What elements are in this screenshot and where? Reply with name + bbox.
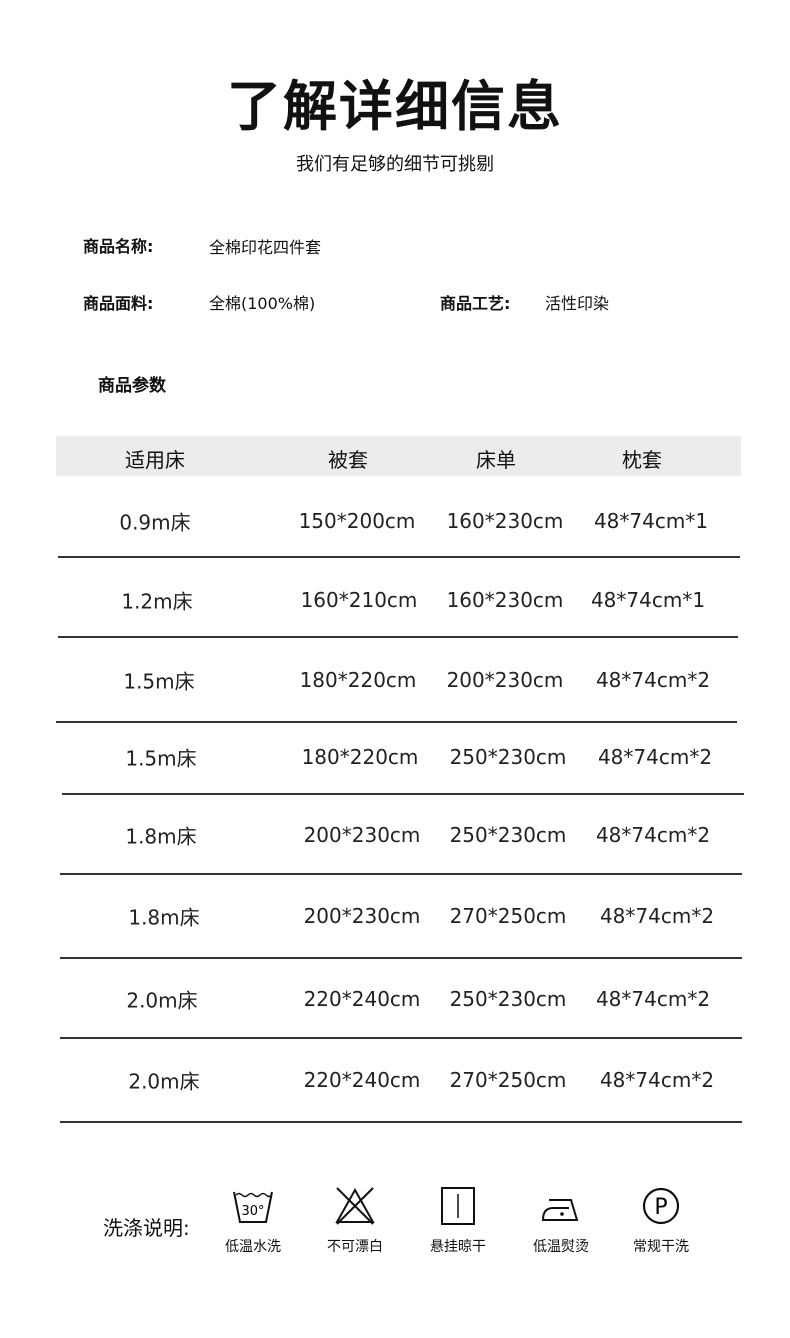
table-cell: 180*220cm: [301, 745, 419, 769]
table-cell: 250*230cm: [449, 823, 567, 847]
table-cell: 0.9m床: [119, 510, 191, 535]
table-cell: 220*240cm: [303, 1068, 421, 1092]
wash-text: 低温熨烫: [533, 1239, 589, 1255]
table-cell: 270*250cm: [449, 904, 567, 928]
hang-dry-icon: [441, 1187, 475, 1225]
header-pillowcase: 枕套: [622, 448, 662, 472]
row-divider: [60, 957, 742, 959]
table-header: [56, 436, 741, 476]
table-cell: 2.0m床: [126, 988, 198, 1013]
header-sheet: 床单: [476, 448, 516, 472]
table-cell: 1.5m床: [125, 746, 197, 771]
table-cell: 160*230cm: [446, 509, 564, 533]
table-cell: 250*230cm: [449, 987, 567, 1011]
wash-text: 常规干洗: [633, 1239, 689, 1255]
table-cell: 1.5m床: [123, 669, 195, 694]
table-cell: 150*200cm: [298, 509, 416, 533]
wash-text: 悬挂晾干: [430, 1239, 486, 1255]
low-iron-icon: [541, 1199, 579, 1221]
row-divider: [60, 873, 742, 875]
table-cell: 48*74cm*2: [597, 745, 713, 769]
page-title: 了解详细信息: [227, 75, 563, 138]
table-cell: 160*230cm: [446, 588, 564, 612]
table-cell: 200*230cm: [303, 904, 421, 928]
wash-30-icon: 30°: [233, 1191, 273, 1223]
table-cell: 180*220cm: [299, 668, 417, 692]
page-subtitle: 我们有足够的细节可挑剔: [296, 154, 494, 175]
table-cell: 48*74cm*2: [595, 668, 711, 692]
row-divider: [56, 721, 737, 723]
no-bleach-icon: [335, 1187, 375, 1225]
table-cell: 48*74cm*1: [590, 588, 706, 612]
name-value: 全棉印花四件套: [209, 238, 322, 257]
row-divider: [60, 1037, 742, 1039]
table-cell: 250*230cm: [449, 745, 567, 769]
row-divider: [62, 793, 744, 795]
table-cell: 1.8m床: [128, 905, 200, 930]
row-divider: [58, 556, 740, 558]
table-cell: 48*74cm*2: [599, 1068, 715, 1092]
fabric-label: 商品面料:: [83, 294, 154, 313]
row-divider: [60, 1121, 742, 1123]
dry-clean-p-icon: P: [642, 1187, 680, 1225]
craft-label: 商品工艺:: [440, 294, 511, 313]
wash-label: 洗涤说明:: [103, 1216, 190, 1240]
table-cell: 270*250cm: [449, 1068, 567, 1092]
table-cell: 1.8m床: [125, 824, 197, 849]
table-cell: 200*230cm: [303, 823, 421, 847]
craft-value: 活性印染: [545, 294, 610, 313]
wash-temp: 30°: [241, 1204, 264, 1219]
row-divider: [58, 636, 738, 638]
table-cell: 200*230cm: [446, 668, 564, 692]
table-cell: 220*240cm: [303, 987, 421, 1011]
fabric-value: 全棉(100%棉): [209, 294, 316, 313]
table-cell: 48*74cm*2: [595, 987, 711, 1011]
params-title: 商品参数: [98, 376, 166, 396]
header-duvet: 被套: [328, 448, 368, 472]
wash-text: 低温水洗: [225, 1239, 281, 1255]
wash-text: 不可漂白: [327, 1239, 383, 1255]
table-cell: 1.2m床: [121, 589, 193, 614]
name-label: 商品名称:: [83, 237, 154, 256]
header-bed: 适用床: [125, 448, 185, 472]
table-cell: 48*74cm*2: [599, 904, 715, 928]
table-cell: 160*210cm: [300, 588, 418, 612]
table-cell: 48*74cm*2: [595, 823, 711, 847]
table-cell: 2.0m床: [128, 1069, 200, 1094]
table-cell: 48*74cm*1: [593, 509, 709, 533]
dry-clean-letter: P: [654, 1195, 667, 1220]
